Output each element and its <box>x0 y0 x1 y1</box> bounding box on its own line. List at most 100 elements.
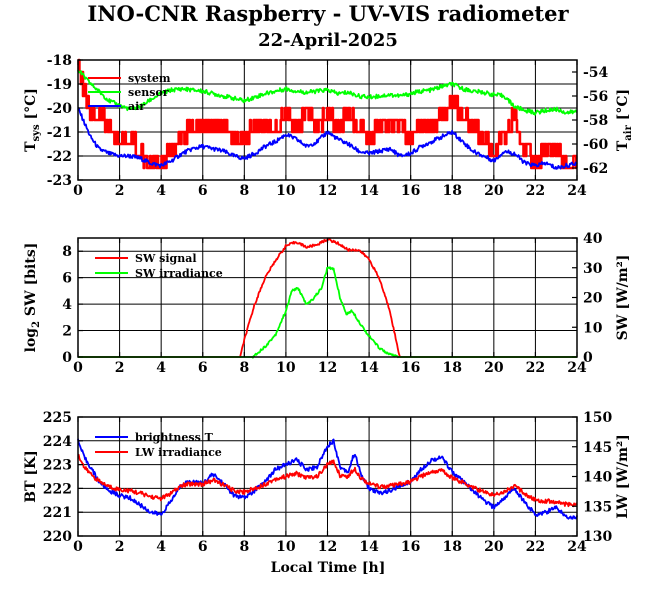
x-tick-label: 14 <box>359 183 379 199</box>
y-tick-label: 224 <box>43 434 72 450</box>
y2-axis-label: LW [W/m²] <box>615 434 631 519</box>
y-tick-label: -20 <box>47 101 73 117</box>
x-tick-label: 24 <box>567 360 587 376</box>
x-tick-label: 4 <box>156 539 166 555</box>
x-tick-label: 12 <box>318 360 337 376</box>
legend-label-system: system <box>128 72 171 85</box>
x-tick-label: 2 <box>115 360 125 376</box>
legend: SW signal SW irradiance <box>95 252 223 280</box>
x-ticks: 0 2 4 6 8 10 12 14 16 18 20 22 24 <box>73 238 587 376</box>
legend-label-brightness-t: brightness T <box>135 431 214 444</box>
y-ticks-right: -62 -60 -58 -56 -54 <box>572 65 609 177</box>
series-system-line <box>77 58 578 170</box>
x-tick-label: 0 <box>73 360 83 376</box>
x-tick-label: 2 <box>115 183 125 199</box>
x-tick-label: 10 <box>276 360 296 376</box>
x-tick-label: 16 <box>401 183 420 199</box>
legend-label-sw-irradiance: SW irradiance <box>135 267 223 280</box>
y-ticks-left: 220 221 222 223 224 225 <box>43 410 83 545</box>
y-ticks-left: -23 -22 -21 -20 -19 -18 <box>47 53 83 189</box>
y2-tick-label: 130 <box>583 529 612 545</box>
x-tick-label: 22 <box>526 539 545 555</box>
y-tick-label: -23 <box>47 173 72 189</box>
x-tick-label: 20 <box>484 539 504 555</box>
y2-tick-label: 140 <box>583 470 612 486</box>
x-tick-label: 22 <box>526 183 545 199</box>
y-tick-label: 223 <box>43 458 72 474</box>
y2-tick-label: -58 <box>583 113 608 129</box>
y2-axis-label: Tair [°C] <box>615 89 634 151</box>
y-tick-label: 222 <box>43 481 72 497</box>
x-tick-label: 20 <box>484 183 504 199</box>
x-tick-label: 6 <box>198 539 208 555</box>
legend-label-sw-signal: SW signal <box>135 252 197 265</box>
y2-tick-label: 135 <box>583 499 612 515</box>
y-ticks-right: 0 10 20 30 40 <box>572 231 603 366</box>
legend-label-lw-irradiance: LW irradiance <box>135 446 222 459</box>
y-tick-label: 220 <box>43 529 72 545</box>
y2-tick-label: 30 <box>583 261 603 277</box>
y-tick-label: 225 <box>43 410 72 426</box>
y-tick-label: -21 <box>47 125 72 141</box>
panel-longwave: 0 2 4 6 8 10 12 14 16 18 20 22 242202212222232242251… <box>23 410 631 555</box>
y-tick-label: 4 <box>62 297 72 313</box>
x-tick-label: 2 <box>115 539 125 555</box>
y-tick-label: 6 <box>62 271 72 287</box>
y-axis-label: log2 SW [bits] <box>23 243 42 353</box>
y2-tick-label: -54 <box>583 65 609 81</box>
x-ticks: 0 2 4 6 8 10 12 14 16 18 20 22 24 <box>73 417 587 555</box>
y-tick-label: -18 <box>47 53 72 69</box>
y-tick-label: -22 <box>47 149 72 165</box>
y2-axis-label: SW [W/m²] <box>615 255 631 341</box>
x-tick-label: 10 <box>276 539 296 555</box>
x-tick-label: 6 <box>198 183 208 199</box>
series-lw-irradiance-line <box>77 453 578 508</box>
panel-temperatures: 0 2 4 6 8 10 12 14 16 18 20 22 24-23-22-21-20-19-18-… <box>23 53 634 199</box>
grid <box>78 238 577 357</box>
x-tick-label: 24 <box>567 183 587 199</box>
x-tick-label: 8 <box>239 183 249 199</box>
x-tick-label: 4 <box>156 360 166 376</box>
y-tick-label: 0 <box>62 350 72 366</box>
series-brightness-t-line <box>77 438 578 520</box>
legend: brightness T LW irradiance <box>95 431 222 459</box>
y-tick-label: 2 <box>62 324 72 340</box>
x-tick-label: 8 <box>239 539 249 555</box>
y2-tick-label: 145 <box>583 440 612 456</box>
x-tick-label: 24 <box>567 539 587 555</box>
legend-label-sensor: sensor <box>128 86 169 99</box>
y2-tick-label: -62 <box>583 161 608 177</box>
x-tick-label: 12 <box>318 183 337 199</box>
x-tick-label: 18 <box>443 539 462 555</box>
x-tick-label: 20 <box>484 360 504 376</box>
y-tick-label: -19 <box>47 77 72 93</box>
y-tick-label: 8 <box>62 244 72 260</box>
x-tick-label: 12 <box>318 539 337 555</box>
x-tick-label: 0 <box>73 539 83 555</box>
x-tick-label: 16 <box>401 360 420 376</box>
y2-tick-label: 150 <box>583 410 612 426</box>
x-tick-label: 4 <box>156 183 166 199</box>
x-tick-label: 8 <box>239 360 249 376</box>
x-tick-label: 10 <box>276 183 296 199</box>
x-tick-label: 14 <box>359 539 379 555</box>
y2-tick-label: 40 <box>583 231 603 247</box>
y-axis-label: BT [K] <box>23 450 39 503</box>
x-axis-label: Local Time [h] <box>271 560 386 576</box>
y-ticks-right: 130 135 140 145 150 <box>572 410 612 545</box>
x-tick-label: 22 <box>526 360 545 376</box>
legend-label-air: air <box>128 100 145 113</box>
panel-shortwave: 0 2 4 6 8 10 12 14 16 18 20 22 2402468010203040log2 … <box>23 231 631 376</box>
y2-tick-label: 20 <box>583 291 603 307</box>
chart-subtitle: 22-April-2025 <box>258 30 398 51</box>
x-tick-label: 18 <box>443 360 462 376</box>
x-tick-label: 14 <box>359 360 379 376</box>
x-tick-label: 18 <box>443 183 462 199</box>
y-axis-label: Tsys [°C] <box>23 88 42 152</box>
chart-title: INO-CNR Raspberry - UV-VIS radiometer <box>87 1 569 26</box>
y2-tick-label: 10 <box>583 320 603 336</box>
series-air-line <box>77 107 578 170</box>
x-tick-label: 6 <box>198 360 208 376</box>
